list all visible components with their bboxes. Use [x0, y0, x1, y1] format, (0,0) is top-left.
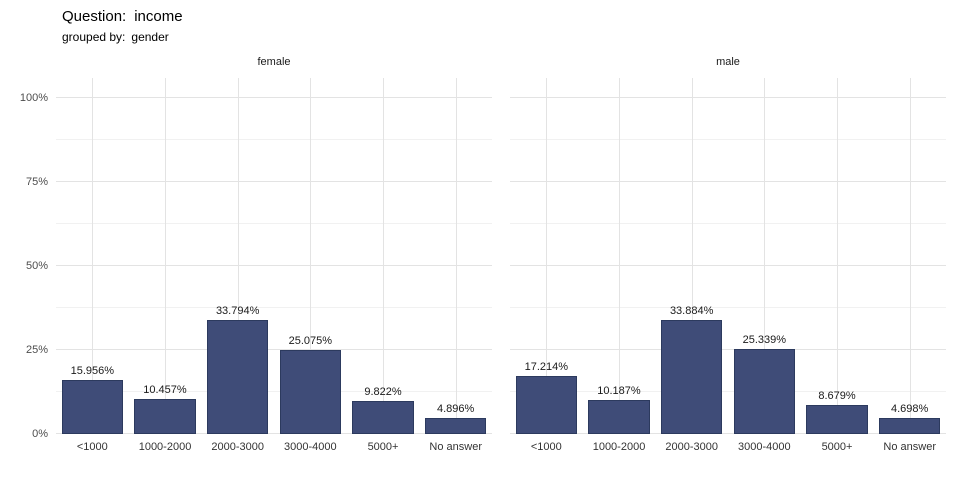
- h-gridline: [510, 265, 946, 266]
- x-axis-labels: <1000 1000-2000 2000-3000 3000-4000 5000+ No …: [510, 441, 946, 453]
- x-axis-labels: <1000 1000-2000 2000-3000 3000-4000 5000+ No …: [56, 441, 492, 453]
- v-gridline: [455, 78, 457, 434]
- h-gridline-minor: [56, 391, 492, 392]
- h-gridline: [56, 349, 492, 350]
- v-gridline: [92, 78, 94, 434]
- bar-value-label: 25.339%: [742, 333, 787, 346]
- x-tick-label: 3000-4000: [738, 441, 791, 453]
- h-gridline: [56, 97, 492, 98]
- x-tick-label: 2000-3000: [665, 441, 718, 453]
- h-gridline: [56, 181, 492, 182]
- y-tick-label: 75%: [25, 176, 48, 188]
- x-tick-label: 1000-2000: [592, 441, 646, 453]
- bar-value-label: 15.956%: [70, 365, 115, 378]
- v-gridline: [165, 78, 166, 434]
- h-gridline-minor: [510, 223, 946, 224]
- h-gridline-minor: [510, 139, 946, 140]
- x-tick-label: 5000+: [367, 441, 399, 453]
- bar: [61, 380, 123, 434]
- y-axis: 0% 25% 50% 75% 100%: [6, 78, 56, 440]
- h-gridline: [510, 181, 946, 182]
- x-tick-label: 5000+: [821, 441, 853, 453]
- h-gridline-minor: [56, 139, 492, 140]
- h-gridline: [510, 433, 946, 434]
- x-tick-label: 1000-2000: [138, 441, 192, 453]
- x-tick-label: No answer: [883, 441, 936, 453]
- v-gridline: [237, 78, 239, 434]
- v-gridline: [909, 78, 911, 434]
- h-gridline: [510, 349, 946, 350]
- plot-area: 17.214% 10.187% 33.884% 25.339% 8.679% 4.698%: [510, 78, 946, 434]
- bar: [279, 349, 341, 434]
- subtitle-label: grouped by:: [62, 30, 126, 44]
- bar: [661, 320, 723, 434]
- facet-title: male: [716, 56, 740, 68]
- h-gridline-minor: [56, 223, 492, 224]
- chart-header: Question: income grouped by: gender: [0, 0, 960, 44]
- h-gridline-minor: [510, 307, 946, 308]
- bar: [134, 398, 196, 434]
- v-gridline: [837, 78, 838, 434]
- bar: [352, 401, 414, 434]
- panels: female 15.956% 10.457% 33.794% 25.075% 9.822%…: [56, 54, 946, 453]
- bar: [733, 348, 795, 434]
- bar: [806, 404, 868, 434]
- bar-value-label: 8.679%: [818, 389, 856, 402]
- h-gridline: [56, 433, 492, 434]
- x-tick-label: <1000: [76, 441, 108, 453]
- bar-value-label: 10.457%: [143, 383, 187, 396]
- bar-value-label: 4.698%: [891, 403, 929, 416]
- h-gridline: [510, 97, 946, 98]
- bar: [588, 399, 650, 434]
- v-gridline: [310, 78, 312, 434]
- v-gridline: [691, 78, 693, 434]
- bar-value-label: 9.822%: [364, 386, 402, 398]
- chart-subtitle: grouped by: gender: [62, 30, 960, 44]
- facet-title: female: [257, 56, 291, 68]
- x-tick-label: No answer: [429, 441, 482, 453]
- subtitle-value: gender: [131, 30, 169, 44]
- v-gridline: [619, 78, 620, 434]
- facet-panel: male 17.214% 10.187% 33.884% 25.339% 8.679% 4.…: [510, 54, 946, 453]
- h-gridline-minor: [510, 391, 946, 392]
- h-gridline: [56, 265, 492, 266]
- v-gridline: [383, 78, 384, 434]
- bar: [207, 320, 269, 434]
- bar-chart: 0% 25% 50% 75% 100% female 15.956% 10.457% 33.7…: [0, 54, 960, 453]
- bar: [879, 418, 941, 434]
- v-gridline: [546, 78, 548, 434]
- bar-value-label: 17.214%: [524, 361, 569, 374]
- bar-value-label: 4.896%: [437, 402, 475, 415]
- x-tick-label: 3000-4000: [284, 441, 337, 453]
- x-tick-label: 2000-3000: [211, 441, 264, 453]
- title-value: income: [134, 8, 183, 25]
- bar: [425, 417, 487, 434]
- plot-area: 15.956% 10.457% 33.794% 25.075% 9.822% 4.896%: [56, 78, 492, 434]
- y-tick-label: 25%: [25, 344, 48, 356]
- bar: [515, 376, 577, 434]
- bar-value-label: 33.794%: [215, 305, 260, 318]
- y-tick-label: 50%: [25, 260, 48, 272]
- v-gridline: [764, 78, 766, 434]
- y-tick-label: 100%: [19, 92, 48, 104]
- x-tick-label: <1000: [530, 441, 562, 453]
- h-gridline-minor: [56, 307, 492, 308]
- title-label: Question:: [62, 8, 127, 25]
- chart-title: Question: income: [62, 8, 960, 25]
- facet-panel: female 15.956% 10.457% 33.794% 25.075% 9.822%…: [56, 54, 492, 453]
- bar-value-label: 33.884%: [669, 305, 714, 318]
- bar-value-label: 25.075%: [288, 334, 333, 347]
- y-tick-label: 0%: [32, 428, 48, 440]
- bar-value-label: 10.187%: [597, 384, 641, 397]
